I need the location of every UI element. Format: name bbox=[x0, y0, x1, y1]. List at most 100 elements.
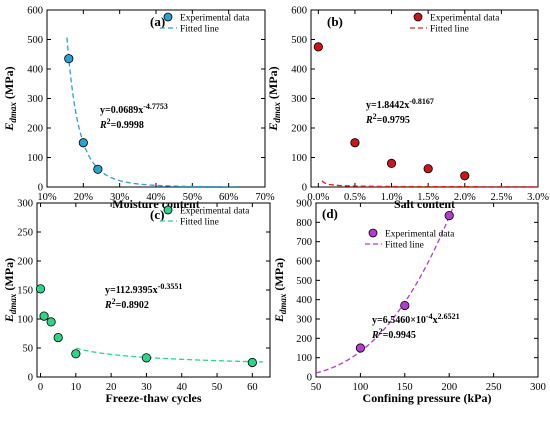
x-axis-label: Freeze-thaw cycles bbox=[105, 391, 201, 405]
data-point bbox=[386, 158, 397, 168]
x-tick-label: 2.5% bbox=[490, 192, 512, 203]
legend-label: Fitted line bbox=[385, 241, 424, 251]
y-tick-label: 600 bbox=[296, 257, 312, 268]
chart-panel-b: 0.0% 0.5% 1.0% 1.5% 2.0% 2.5% 3.0% 0 100 200 300 40… bbox=[266, 6, 549, 212]
fit-equation: y=6.5460×10-4x2.6521 bbox=[372, 312, 460, 326]
chart-panel-c: 0 10 20 30 40 50 60 0 50 100 150 200 250 300 Freeze-th… bbox=[2, 199, 271, 405]
data-point bbox=[141, 353, 152, 363]
x-tick-label: 60 bbox=[247, 382, 258, 393]
legend-label: Experimental data bbox=[180, 207, 250, 217]
legend-label: Experimental data bbox=[430, 14, 500, 24]
y-tick-label: 100 bbox=[291, 153, 307, 164]
x-tick-label: 0.5% bbox=[344, 192, 366, 203]
panel-label: (c) bbox=[150, 207, 164, 222]
y-tick-label: 100 bbox=[17, 315, 33, 326]
y-tick-label: 700 bbox=[296, 237, 312, 248]
chart-panel-a: 10% 20% 30% 40% 50% 60% 70% 0 100 200 300 400 500 600… bbox=[2, 6, 275, 212]
y-tick-label: 50 bbox=[23, 344, 34, 355]
data-point bbox=[78, 138, 88, 148]
y-tick-label: 0 bbox=[302, 183, 307, 194]
panel-label: (a) bbox=[150, 14, 165, 29]
data-point bbox=[93, 164, 103, 174]
y-tick-label: 0 bbox=[28, 373, 33, 384]
x-tick-label: 100 bbox=[353, 382, 369, 393]
y-tick-label: 250 bbox=[17, 228, 33, 239]
y-axis-label: Edmax (MPa) bbox=[272, 258, 288, 323]
x-tick-label: 60% bbox=[219, 192, 239, 203]
y-axis-label: Edmax (MPa) bbox=[266, 66, 282, 131]
y-tick-label: 500 bbox=[27, 35, 43, 46]
data-point bbox=[247, 357, 257, 368]
y-tick-label: 500 bbox=[296, 276, 312, 287]
fitted-line bbox=[66, 37, 236, 187]
legend-marker bbox=[368, 228, 378, 238]
y-tick-label: 600 bbox=[27, 6, 43, 17]
y-axis-label: Edmax (MPa) bbox=[2, 258, 18, 323]
y-tick-label: 100 bbox=[27, 153, 43, 164]
x-tick-label: 0 bbox=[38, 382, 43, 393]
x-tick-label: 2.0% bbox=[454, 192, 476, 203]
x-tick-label: 300 bbox=[530, 382, 546, 393]
legend-label: Fitted line bbox=[180, 218, 219, 228]
y-tick-label: 800 bbox=[296, 218, 312, 229]
x-tick-label: 10 bbox=[71, 382, 82, 393]
y-tick-label: 400 bbox=[296, 295, 312, 306]
x-tick-label: 40% bbox=[146, 192, 166, 203]
x-tick-label: 20% bbox=[74, 192, 94, 203]
legend-label: Fitted line bbox=[180, 25, 219, 35]
y-tick-label: 0 bbox=[38, 183, 43, 194]
y-tick-label: 200 bbox=[27, 124, 43, 135]
x-tick-label: 0.0% bbox=[307, 192, 329, 203]
y-tick-label: 600 bbox=[291, 6, 307, 17]
y-tick-label: 100 bbox=[296, 353, 312, 364]
r-squared: R2=0.9795 bbox=[365, 112, 410, 126]
y-tick-label: 300 bbox=[296, 315, 312, 326]
x-tick-label: 3.0% bbox=[527, 192, 549, 203]
x-tick-label: 1.0% bbox=[381, 192, 403, 203]
legend-label: Fitted line bbox=[430, 25, 469, 35]
plot-frame bbox=[46, 9, 266, 188]
chart-panel-d: 50 100 150 200 250 300 0 100 200 300 400 500 600 700 8… bbox=[272, 199, 546, 406]
x-tick-label: 250 bbox=[486, 382, 502, 393]
data-point bbox=[460, 171, 470, 181]
x-axis-label: Salt content bbox=[394, 197, 455, 211]
x-axis-label: Confining pressure (kPa) bbox=[363, 391, 492, 405]
x-tick-label: 10% bbox=[37, 192, 57, 203]
data-point bbox=[71, 349, 81, 359]
x-tick-label: 40 bbox=[176, 382, 187, 393]
fit-equation: y=0.0689x-4.7753 bbox=[100, 102, 168, 116]
y-tick-label: 200 bbox=[291, 124, 307, 135]
data-point bbox=[423, 164, 433, 174]
fit-equation: y=112.9395x-0.3551 bbox=[105, 282, 182, 296]
r-squared: R2=0.8902 bbox=[104, 297, 149, 311]
r-squared: R2=0.9998 bbox=[99, 117, 144, 131]
y-tick-label: 300 bbox=[291, 94, 307, 105]
data-point bbox=[46, 317, 56, 327]
x-tick-label: 20 bbox=[106, 382, 117, 393]
y-axis-label: Edmax (MPa) bbox=[2, 66, 18, 131]
data-point bbox=[53, 332, 63, 343]
data-point bbox=[64, 54, 74, 64]
data-point bbox=[39, 311, 49, 321]
fitted-line bbox=[75, 347, 263, 363]
data-point bbox=[313, 42, 323, 52]
legend-label: Experimental data bbox=[180, 14, 250, 24]
panel-label: (b) bbox=[327, 14, 343, 29]
legend-marker bbox=[413, 12, 423, 22]
data-point bbox=[350, 138, 360, 148]
data-point bbox=[355, 343, 365, 353]
legend-label: Experimental data bbox=[385, 230, 455, 240]
x-tick-label: 30% bbox=[110, 192, 130, 203]
y-tick-label: 300 bbox=[27, 94, 43, 105]
x-tick-label: 50 bbox=[311, 382, 322, 393]
x-tick-label: 1.5% bbox=[417, 192, 439, 203]
y-tick-label: 150 bbox=[17, 286, 33, 297]
data-point bbox=[400, 300, 410, 311]
y-tick-label: 400 bbox=[291, 65, 307, 76]
y-tick-label: 400 bbox=[27, 65, 43, 76]
legend-marker bbox=[163, 12, 173, 22]
y-tick-label: 900 bbox=[296, 199, 312, 210]
fitted-line bbox=[321, 180, 538, 187]
fit-equation: y=1.8442x-0.8167 bbox=[366, 97, 434, 111]
